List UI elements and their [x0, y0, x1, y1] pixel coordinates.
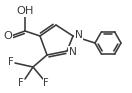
Text: N: N	[75, 30, 83, 40]
Text: O: O	[4, 31, 12, 41]
Text: OH: OH	[16, 6, 34, 16]
Text: N: N	[69, 47, 77, 57]
Text: F: F	[8, 57, 14, 67]
Text: F: F	[43, 78, 49, 88]
Text: F: F	[18, 78, 24, 88]
